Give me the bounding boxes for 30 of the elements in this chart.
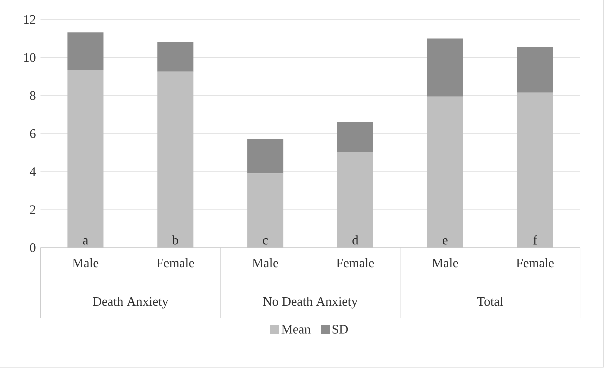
legend-label: SD <box>332 325 348 334</box>
y-tick-label: 6 <box>30 130 36 138</box>
x-tick-label: Male <box>252 258 278 268</box>
text: Total <box>477 297 504 306</box>
data-label: e <box>443 238 448 245</box>
data-label: c <box>263 238 268 245</box>
bar <box>337 122 374 152</box>
y-tick-label: 12 <box>24 16 36 24</box>
bar <box>158 42 194 72</box>
text: Death Anxiety <box>93 297 169 309</box>
text: No Death Anxiety <box>263 297 358 309</box>
data-label: b <box>172 236 178 245</box>
y-tick-label: 10 <box>24 54 36 62</box>
bar <box>427 38 464 98</box>
bar <box>248 139 284 174</box>
bar <box>68 32 104 70</box>
y-tick-label: 4 <box>30 168 36 176</box>
x-tick-label: Male <box>72 258 99 268</box>
legend-label: Mean <box>282 325 311 334</box>
bar <box>517 47 554 94</box>
x-tick-label: Male <box>432 258 458 268</box>
x-tick-label: Female <box>336 258 374 268</box>
x-tick-label: Female <box>516 258 554 268</box>
y-tick-label: 0 <box>30 244 36 252</box>
x-tick-label: Female <box>156 258 194 268</box>
data-label: d <box>352 236 359 245</box>
y-tick-label: 8 <box>30 92 36 100</box>
data-label: a <box>83 238 88 245</box>
y-tick-label: 2 <box>30 206 36 214</box>
data-label: f <box>534 236 538 245</box>
